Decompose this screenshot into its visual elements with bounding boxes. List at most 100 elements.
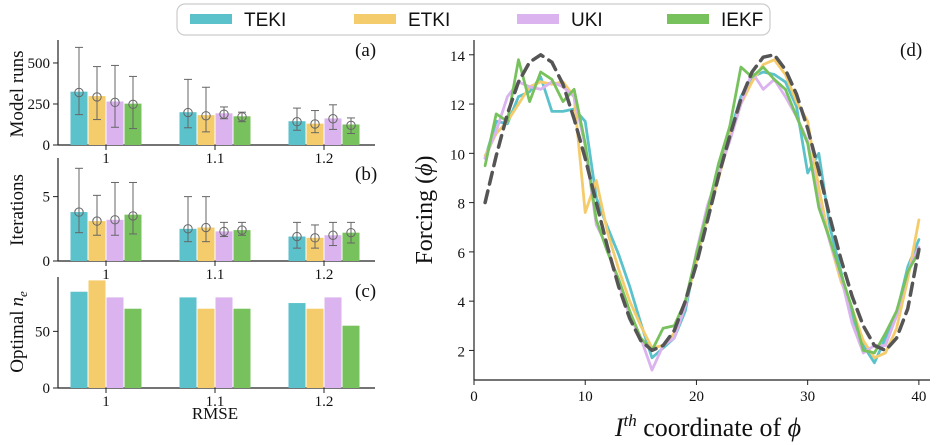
- bar-teki-1.2: [288, 303, 306, 388]
- errorbar-marker: [74, 87, 84, 98]
- errorbar-marker: [219, 226, 229, 237]
- errorbar-marker: [237, 112, 247, 122]
- errorbar-marker: [183, 107, 193, 118]
- panel-c-bars: [70, 280, 360, 388]
- bar-uki-1.1: [215, 231, 233, 261]
- panel-a-model-runs: (a) Model runs 0 250 500 1 1.1 1.2: [7, 40, 376, 167]
- bar-uki-1: [106, 297, 124, 388]
- panel-d-xlabel-sup: th: [624, 411, 637, 430]
- legend-swatch-teki: [190, 14, 232, 24]
- bar-etki-1: [88, 96, 106, 145]
- errorbar-marker: [128, 211, 138, 221]
- ytick-label: 500: [28, 56, 51, 72]
- panel-d-yticks: 2 4 6 8 10 12 14: [450, 49, 474, 360]
- xtick-label: 30: [800, 389, 815, 405]
- panel-d-forcing: (d) Forcing(ϕ) Ith coordinate of ϕ 24681…: [412, 40, 930, 442]
- line-iekf: [483, 58, 921, 355]
- ytick-label: 12: [450, 98, 465, 114]
- bar-etki-1.1: [197, 227, 215, 261]
- xtick-label: 20: [689, 389, 704, 405]
- legend-label-uki: UKI: [571, 10, 603, 31]
- errorbar-marker: [292, 231, 302, 242]
- errorbar-marker: [346, 227, 356, 238]
- panel-c-xlabel: RMSE: [192, 404, 238, 423]
- panel-d-ylabel-paren-open: (: [412, 176, 438, 184]
- errorbar-marker: [328, 230, 338, 240]
- bar-uki-1.2: [324, 118, 342, 145]
- panel-b-bars: [70, 212, 360, 261]
- panel-b-letter: (b): [355, 164, 377, 185]
- panel-a-ylabel: Model runs: [7, 50, 28, 137]
- errorbar-marker: [201, 222, 211, 233]
- errorbar-marker: [128, 99, 138, 110]
- panel-c-ylabel-var: n: [7, 297, 28, 307]
- ytick-label: 8: [458, 197, 466, 213]
- errorbar-marker: [346, 120, 356, 131]
- xtick-label: 0: [470, 389, 478, 405]
- xtick-label: 1: [102, 267, 110, 283]
- errorbar-marker: [237, 225, 247, 235]
- bar-etki-1: [88, 221, 106, 261]
- panel-d-letter: (d): [900, 40, 922, 61]
- errorbar-marker: [110, 215, 120, 225]
- panel-d-ylabel: Forcing (ϕ): [412, 155, 438, 264]
- bar-uki-1.2: [324, 297, 342, 388]
- errorbar-marker: [183, 224, 193, 234]
- xtick-label: 1: [102, 394, 110, 410]
- panel-c-optimal-ne: (c) Optimal ne RMSE 0 50 1 1.1 1.2: [7, 277, 376, 423]
- bar-teki-1.2: [288, 121, 306, 145]
- xtick-label: 1.2: [315, 151, 334, 167]
- bar-iekf-1.1: [233, 308, 251, 388]
- xtick-label: 1.2: [315, 267, 334, 283]
- bar-teki-1.2: [288, 236, 306, 261]
- errorbar-marker: [92, 92, 102, 102]
- line-truth: [483, 53, 921, 353]
- bar-iekf-1.1: [233, 116, 251, 145]
- ytick-label: 250: [28, 97, 51, 113]
- ytick-label: 0: [43, 138, 51, 154]
- panel-b-xticks: 1 1.1 1.2: [102, 261, 333, 283]
- panel-b-yticks: 05: [43, 190, 58, 270]
- xtick-label: 40: [911, 389, 926, 405]
- panel-d-lines: [483, 53, 921, 372]
- panel-c-ylabel-word: Optimal: [7, 311, 28, 373]
- bar-etki-1.2: [306, 237, 324, 261]
- bar-iekf-1: [124, 214, 142, 261]
- bar-iekf-1.1: [233, 230, 251, 261]
- errorbar-marker: [219, 109, 229, 119]
- panel-d-xlabel-text: coordinate of: [637, 413, 788, 442]
- bar-uki-1: [106, 219, 124, 261]
- errorbar-marker: [201, 111, 211, 121]
- ytick-label: 4: [458, 295, 466, 311]
- ytick-label: 14: [450, 49, 466, 65]
- panel-d-xlabel: Ith coordinate of ϕ: [614, 411, 801, 442]
- bar-iekf-1.2: [342, 124, 360, 145]
- xtick-label: 1.1: [206, 151, 225, 167]
- panel-b-errorbars: [74, 167, 356, 249]
- errorbar-marker: [310, 233, 320, 243]
- bar-teki-1: [70, 91, 88, 145]
- panel-d-xlabel-i: I: [614, 413, 625, 442]
- line-uki: [483, 70, 921, 372]
- legend: TEKI ETKI UKI IEKF: [176, 3, 771, 36]
- legend-label-iekf: IEKF: [721, 10, 763, 31]
- errorbar-marker: [92, 216, 102, 226]
- ytick-label: 0: [43, 254, 51, 270]
- ytick-label: 50: [35, 324, 50, 340]
- errorbar-marker: [292, 117, 302, 127]
- panel-d-ylabel-word: Forcing: [412, 190, 438, 265]
- panel-a-letter: (a): [355, 40, 376, 61]
- legend-label-teki: TEKI: [244, 10, 286, 31]
- legend-swatch-etki: [354, 14, 396, 24]
- panel-a-yticks: 0 250 500: [28, 56, 58, 154]
- xtick-label: 1.1: [206, 394, 225, 410]
- bar-uki-1.1: [215, 113, 233, 145]
- panel-a-errorbars: [74, 46, 356, 135]
- xtick-label: 10: [578, 389, 593, 405]
- errorbar-marker: [74, 207, 84, 217]
- panel-c-ylabel-sub: e: [15, 291, 30, 297]
- panel-d-ylabel-paren-close: ): [412, 155, 438, 163]
- bar-iekf-1.2: [342, 232, 360, 261]
- legend-swatch-iekf: [667, 14, 709, 24]
